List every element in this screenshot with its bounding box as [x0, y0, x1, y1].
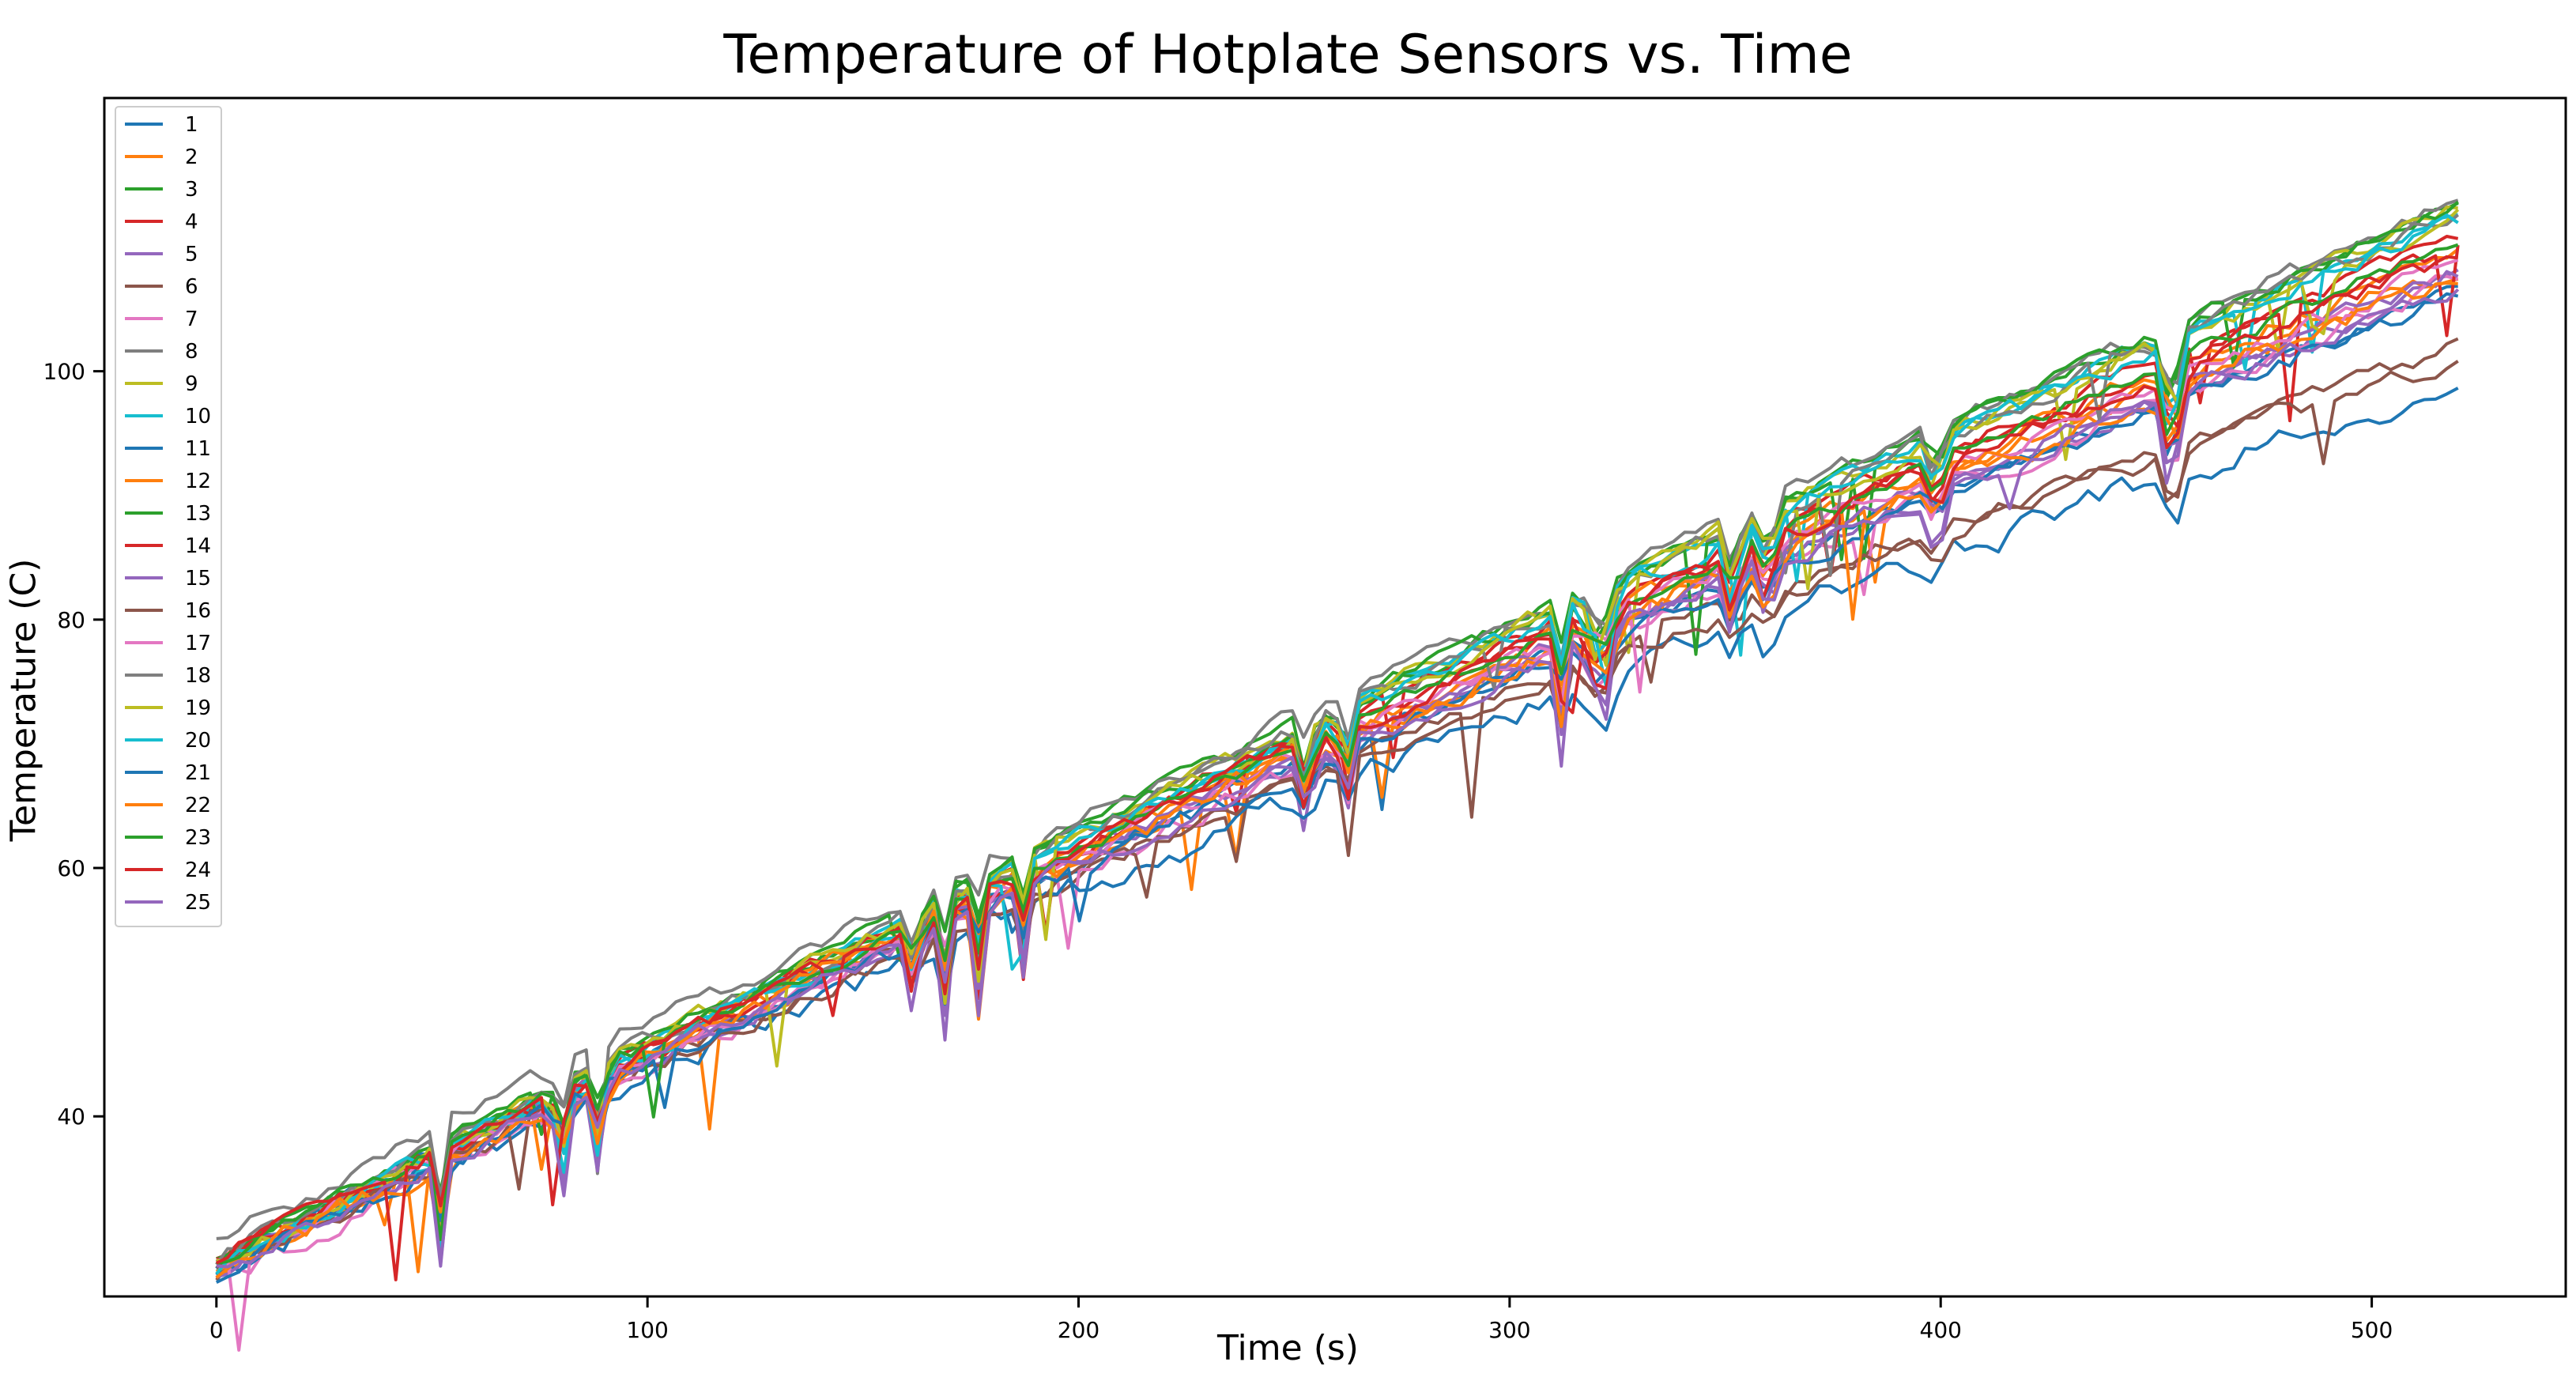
- x-tick-label: 400: [1920, 1317, 1962, 1343]
- legend-label: 12: [185, 470, 211, 493]
- y-axis-label: Temperature (C): [3, 558, 44, 842]
- legend-label: 7: [185, 308, 198, 331]
- legend-label: 6: [185, 275, 198, 299]
- legend-box: [115, 106, 222, 927]
- legend-label: 9: [185, 372, 198, 396]
- legend-label: 8: [185, 340, 198, 364]
- y-tick-label: 40: [57, 1104, 85, 1130]
- series-line-15: [216, 270, 2459, 1279]
- series-line-24: [215, 255, 2458, 1281]
- x-tick-label: 500: [2351, 1317, 2393, 1343]
- chart-title: Temperature of Hotplate Sensors vs. Time: [723, 24, 1853, 86]
- x-axis: 0 100 200 300 400 500: [209, 1296, 2393, 1343]
- legend: 1234567891011121314151617181920212223242…: [115, 106, 222, 927]
- legend-label: 21: [185, 761, 211, 785]
- x-tick-label: 300: [1488, 1317, 1530, 1343]
- y-tick-label: 100: [43, 359, 85, 385]
- legend-label: 14: [185, 534, 211, 558]
- legend-label: 2: [185, 145, 198, 169]
- legend-label: 4: [185, 210, 198, 234]
- x-tick-label: 100: [626, 1317, 668, 1343]
- legend-label: 16: [185, 599, 211, 623]
- legend-label: 19: [185, 696, 211, 720]
- series-line-23: [216, 243, 2459, 1266]
- legend-label: 17: [185, 632, 211, 655]
- x-tick-label: 0: [209, 1317, 224, 1343]
- legend-label: 22: [185, 794, 211, 817]
- legend-label: 23: [185, 826, 211, 850]
- legend-label: 20: [185, 729, 211, 753]
- y-tick-label: 80: [57, 607, 85, 633]
- legend-label: 5: [185, 243, 198, 266]
- y-tick-label: 60: [57, 855, 85, 881]
- x-axis-label: Time (s): [1217, 1328, 1359, 1368]
- legend-label: 10: [185, 405, 211, 428]
- series-line-11: [215, 387, 2459, 1277]
- legend-label: 24: [185, 858, 211, 882]
- legend-label: 25: [185, 891, 211, 915]
- legend-label: 1: [185, 113, 198, 137]
- series-layer: [215, 198, 2460, 1352]
- legend-label: 15: [185, 567, 211, 591]
- y-axis: 40 60 80 100: [43, 359, 104, 1130]
- series-line-19: [216, 208, 2460, 1262]
- series-line-17: [216, 258, 2459, 1352]
- legend-label: 11: [185, 437, 211, 461]
- series-line-25: [216, 288, 2460, 1269]
- x-tick-label: 200: [1058, 1317, 1099, 1343]
- legend-label: 18: [185, 664, 211, 688]
- legend-label: 3: [185, 178, 198, 202]
- plot-frame: [103, 96, 2567, 1298]
- legend-label: 13: [185, 502, 211, 526]
